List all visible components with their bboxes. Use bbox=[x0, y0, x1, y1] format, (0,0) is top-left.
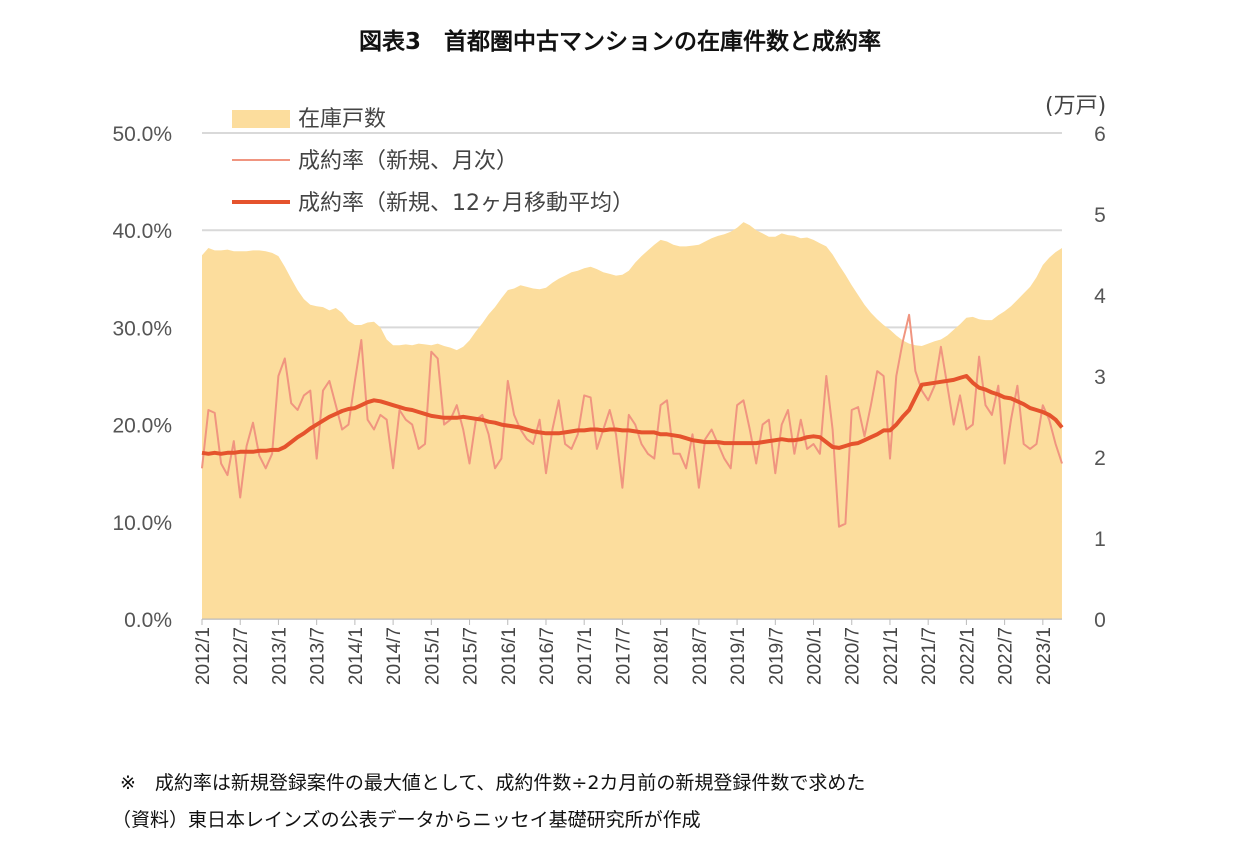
legend-label: 在庫戸数 bbox=[298, 107, 387, 132]
x-tick-label: 2013/1 bbox=[269, 627, 290, 685]
x-tick-label: 2022/7 bbox=[996, 627, 1017, 685]
x-tick-label: 2020/7 bbox=[843, 627, 864, 685]
footnote: ※ 成約率は新規登録案件の最大値として、成約件数÷2カ月前の新規登録件数で求めた bbox=[120, 772, 866, 794]
x-tick-label: 2016/1 bbox=[499, 627, 520, 685]
y-right-tick-label: 5 bbox=[1094, 204, 1106, 227]
legend-ma: 成約率（新規、12ヶ月移動平均） bbox=[232, 185, 634, 217]
y-left-tick-label: 40.0% bbox=[112, 220, 172, 243]
x-tick-label: 2012/7 bbox=[231, 627, 252, 685]
y-right-tick-label: 4 bbox=[1094, 285, 1106, 308]
monthly-rate-line bbox=[201, 313, 1063, 528]
x-tick-label: 2015/1 bbox=[422, 627, 443, 685]
x-tick-label: 2012/1 bbox=[193, 627, 214, 685]
y-right-tick-label: 3 bbox=[1094, 366, 1106, 389]
legend-label: 成約率（新規、12ヶ月移動平均） bbox=[298, 191, 634, 216]
x-tick-label: 2023/1 bbox=[1034, 627, 1055, 685]
x-tick-label: 2018/7 bbox=[690, 627, 711, 685]
chart-title: 図表3 首都圏中古マンションの在庫件数と成約率 bbox=[358, 29, 881, 55]
y-left-tick-label: 10.0% bbox=[112, 512, 172, 535]
right-axis-unit: (万戸) bbox=[1045, 94, 1107, 119]
moving-average-line bbox=[201, 374, 1064, 456]
legend-swatch-line bbox=[232, 159, 290, 161]
y-left-tick-label: 30.0% bbox=[112, 317, 172, 340]
x-tick-label: 2019/1 bbox=[728, 627, 749, 685]
x-tick-label: 2014/7 bbox=[384, 627, 405, 685]
x-tick-label: 2021/1 bbox=[881, 627, 902, 685]
y-right-tick-label: 0 bbox=[1094, 609, 1106, 632]
y-right-tick-label: 2 bbox=[1094, 447, 1106, 470]
x-tick-label: 2017/1 bbox=[575, 627, 596, 685]
x-tick-label: 2017/7 bbox=[613, 627, 634, 685]
x-tick-label: 2015/7 bbox=[461, 627, 482, 685]
x-tick-label: 2020/1 bbox=[805, 627, 826, 685]
source-note: （資料）東日本レインズの公表データからニッセイ基礎研究所が作成 bbox=[112, 809, 701, 831]
legend-monthly: 成約率（新規、月次） bbox=[232, 143, 518, 175]
y-left-tick-label: 20.0% bbox=[112, 415, 172, 438]
y-right-tick-label: 1 bbox=[1094, 528, 1106, 551]
x-tick-label: 2022/1 bbox=[957, 627, 978, 685]
legend-label: 成約率（新規、月次） bbox=[298, 149, 519, 174]
x-tick-label: 2016/7 bbox=[537, 627, 558, 685]
y-right-tick-label: 6 bbox=[1094, 123, 1106, 146]
legend-inventory: 在庫戸数 bbox=[232, 101, 386, 133]
legend-swatch-area bbox=[232, 110, 290, 128]
x-tick-label: 2021/7 bbox=[919, 627, 940, 685]
y-left-tick-label: 0.0% bbox=[124, 609, 172, 632]
x-tick-label: 2014/1 bbox=[346, 627, 367, 685]
x-tick-label: 2018/1 bbox=[652, 627, 673, 685]
x-tick-label: 2019/7 bbox=[766, 627, 787, 685]
y-left-tick-label: 50.0% bbox=[112, 123, 172, 146]
x-tick-label: 2013/7 bbox=[308, 627, 329, 685]
legend-swatch-line bbox=[232, 200, 290, 204]
